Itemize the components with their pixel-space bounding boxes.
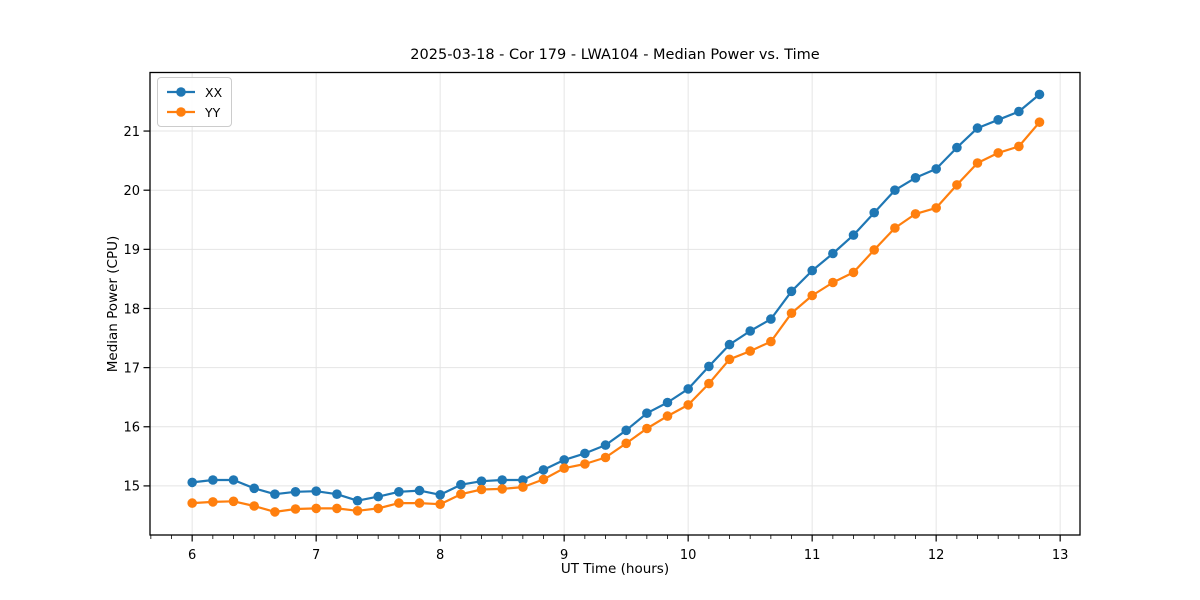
svg-text:7: 7 xyxy=(312,548,320,563)
svg-text:9: 9 xyxy=(560,548,568,563)
legend-line-marker-icon xyxy=(167,107,195,117)
svg-text:12: 12 xyxy=(928,548,945,563)
legend: XX YY xyxy=(157,77,233,127)
chart-title: 2025-03-18 - Cor 179 - LWA104 - Median P… xyxy=(410,47,820,63)
svg-text:8: 8 xyxy=(436,548,444,563)
svg-text:13: 13 xyxy=(1052,548,1069,563)
svg-text:19: 19 xyxy=(123,243,140,258)
legend-label: XX xyxy=(205,84,223,100)
svg-text:6: 6 xyxy=(188,548,196,563)
x-axis-label: UT Time (hours) xyxy=(560,561,670,577)
svg-text:20: 20 xyxy=(123,184,140,199)
svg-text:15: 15 xyxy=(123,480,140,495)
svg-text:10: 10 xyxy=(680,548,697,563)
svg-text:21: 21 xyxy=(123,125,140,140)
legend-line-marker-icon xyxy=(167,87,195,97)
svg-text:16: 16 xyxy=(123,421,140,436)
legend-label: YY xyxy=(205,104,221,120)
svg-text:11: 11 xyxy=(804,548,821,563)
svg-text:17: 17 xyxy=(123,361,140,376)
legend-item-xx: XX xyxy=(165,82,222,102)
legend-item-yy: YY xyxy=(165,102,222,122)
svg-text:18: 18 xyxy=(123,302,140,317)
